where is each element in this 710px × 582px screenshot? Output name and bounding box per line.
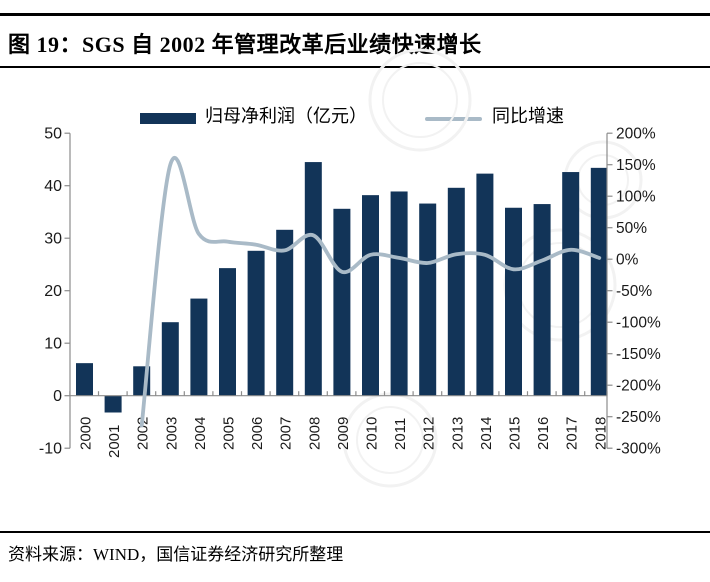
- bar-2008: [304, 162, 322, 396]
- bar-2000: [76, 363, 93, 396]
- x-category-label-2003: 2003: [163, 417, 180, 450]
- x-category-label-2000: 2000: [78, 417, 95, 450]
- bar-2018: [590, 167, 607, 396]
- x-category-label-2005: 2005: [221, 417, 238, 450]
- x-category-labels: 2000 2001 2002 2003 2004 2005 2006 2007 2008 2009…: [78, 417, 610, 458]
- bar-2004: [190, 298, 208, 396]
- x-category-label-2012: 2012: [421, 417, 438, 450]
- y-right-tick-label: 150%: [616, 157, 656, 174]
- x-category-label-2008: 2008: [306, 417, 323, 450]
- x-category-label-2004: 2004: [192, 417, 209, 450]
- x-category-label-2017: 2017: [564, 417, 581, 450]
- x-category-label-2009: 2009: [335, 417, 352, 450]
- bar-2001: [104, 395, 122, 413]
- footer-rule: [0, 531, 710, 533]
- x-category-label-2007: 2007: [278, 417, 295, 450]
- bar-2007: [276, 229, 294, 396]
- bar-2017: [562, 172, 580, 396]
- y-right-tick-label: -100%: [616, 315, 661, 332]
- bar-2013: [447, 187, 465, 396]
- y-right-tick-label: -50%: [616, 283, 652, 300]
- bar-2015: [505, 207, 522, 396]
- bar-2016: [533, 204, 551, 396]
- y-left-tick-label: 30: [44, 231, 62, 248]
- x-category-label-2006: 2006: [249, 417, 266, 450]
- y-right-tick-label: 0%: [616, 252, 639, 269]
- y-left-tick-label: 10: [44, 336, 62, 353]
- legend-bar-label: 归母净利润（亿元）: [205, 106, 367, 126]
- x-category-label-2013: 2013: [449, 417, 466, 450]
- bar-2011: [390, 191, 408, 396]
- bar-2010: [362, 195, 379, 396]
- y-right-tick-label: 100%: [616, 189, 656, 206]
- x-category-label-2001: 2001: [106, 425, 123, 458]
- y-right-tick-label: -250%: [616, 409, 661, 426]
- x-category-label-2011: 2011: [392, 418, 409, 450]
- legend-line-label: 同比增速: [492, 106, 564, 126]
- y-left-tick-label: -10: [39, 441, 62, 458]
- x-category-label-2016: 2016: [535, 417, 552, 450]
- x-category-label-2018: 2018: [592, 417, 609, 450]
- watermark: [342, 48, 643, 488]
- y-left-tick-label: 20: [44, 283, 62, 300]
- bar-2003: [161, 322, 179, 396]
- source-note: 资料来源：WIND，国信证券经济研究所整理: [8, 545, 344, 564]
- y-right-tick-label: -200%: [616, 378, 661, 395]
- bar-2005: [219, 268, 236, 396]
- title-divider-rule: [0, 66, 710, 68]
- y-right-tick-label: -150%: [616, 346, 661, 363]
- bar-2012: [419, 203, 437, 396]
- growth-line: [139, 155, 602, 428]
- y-right-tick-label: 50%: [616, 220, 647, 237]
- y-right-tick-label: 200%: [616, 126, 656, 143]
- x-category-label-2010: 2010: [364, 417, 381, 450]
- bar-series: [76, 162, 607, 413]
- y-right-tick-label: -300%: [616, 441, 661, 458]
- y-left-tick-label: 50: [44, 126, 62, 143]
- x-category-label-2014: 2014: [478, 417, 495, 450]
- x-category-label-2002: 2002: [135, 417, 152, 450]
- x-category-label-2015: 2015: [507, 417, 524, 450]
- legend: 归母净利润（亿元） 同比增速: [0, 100, 710, 130]
- y-left-tick-label: 0: [53, 388, 62, 405]
- y-left-tick-label: 40: [44, 178, 62, 195]
- bar-2009: [333, 208, 351, 396]
- top-rule: [0, 13, 710, 16]
- bar-2006: [247, 250, 265, 396]
- legend-bar-swatch: [140, 112, 196, 124]
- bar-2014: [476, 173, 494, 396]
- legend-line-swatch: [425, 116, 482, 121]
